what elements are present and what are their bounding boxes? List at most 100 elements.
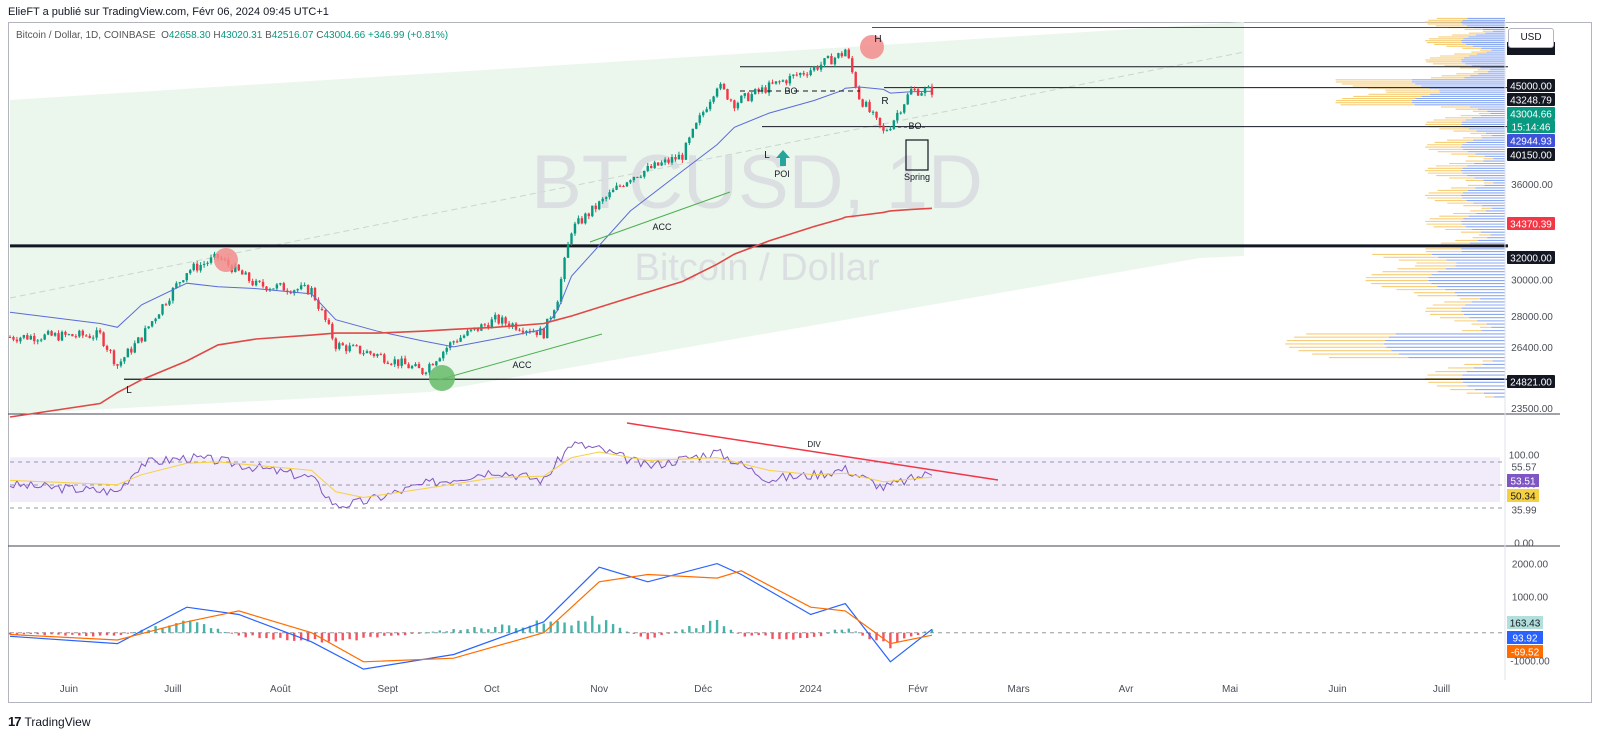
candle (102, 332, 105, 346)
candle (91, 337, 95, 339)
macd-histogram-bar (8, 632, 12, 635)
candle (206, 262, 209, 264)
candle (88, 335, 91, 339)
annotation-label: L (764, 150, 770, 161)
macd-histogram-bar (327, 632, 331, 642)
candle (81, 330, 84, 336)
annotation-label: BO (908, 121, 921, 131)
price-axis-tick: 30000.00 (1511, 276, 1553, 287)
macd-value-tag: 163.43 (1510, 619, 1541, 630)
candle (265, 286, 268, 291)
candle (466, 330, 469, 336)
macd-histogram-bar (667, 632, 670, 634)
candle (653, 162, 656, 169)
macd-histogram-bar (570, 625, 573, 633)
spring-box (905, 139, 929, 171)
macd-histogram-bar (223, 632, 227, 634)
rsi-line (9, 441, 933, 509)
candle (643, 170, 646, 177)
macd-histogram-bar (78, 632, 81, 636)
macd-histogram-bar (369, 632, 372, 637)
candle (372, 353, 376, 357)
candle (192, 263, 195, 271)
poi-arrow-icon (776, 150, 790, 166)
candle (674, 157, 677, 160)
macd-tag-bg (1507, 616, 1543, 629)
candle (442, 351, 445, 359)
macd-histogram-bar (230, 632, 234, 634)
price-tag-bg (1507, 120, 1555, 133)
candle (189, 270, 192, 274)
macd-histogram-bar (625, 631, 629, 633)
macd-histogram-bar (681, 629, 684, 633)
x-axis-label: Mars (1008, 684, 1030, 695)
candle (19, 337, 22, 342)
legend-change: +346.99 (+0.81%) (367, 30, 449, 41)
annotation-label: ACC (652, 222, 672, 232)
price-tag-bg (1507, 148, 1555, 161)
signal-line (9, 570, 933, 663)
candle (105, 345, 109, 350)
candle (601, 198, 604, 202)
candle (435, 361, 438, 366)
macd-histogram-bar (306, 632, 310, 642)
candle (885, 130, 889, 132)
candle (598, 201, 601, 210)
macd-histogram-bar (507, 625, 511, 633)
candle (771, 82, 774, 84)
candle (507, 323, 511, 328)
macd-histogram-bar (438, 630, 441, 633)
candle (67, 334, 71, 336)
macd-histogram-bar (868, 632, 871, 640)
candle (889, 128, 892, 131)
candle (358, 345, 362, 354)
candle (279, 283, 282, 285)
candle (740, 95, 743, 103)
candle (705, 109, 708, 113)
candle (64, 331, 67, 335)
macd-histogram-bar (189, 620, 192, 633)
macd-histogram-bar (320, 632, 324, 643)
candle (355, 345, 358, 347)
price-tag-ma_slow: 34370.39 (1510, 220, 1552, 231)
candle (386, 362, 389, 364)
candle (729, 99, 733, 101)
candle (241, 270, 244, 275)
macd-histogram-bar (299, 632, 303, 641)
candle (455, 341, 459, 343)
candle (407, 364, 410, 369)
candle (774, 81, 778, 84)
price-axis-tick: 36000.00 (1511, 180, 1553, 191)
macd-histogram-bar (660, 632, 663, 636)
candle (494, 314, 497, 320)
macd-histogram-bar (64, 632, 67, 636)
macd-histogram-bar (91, 632, 95, 637)
macd-histogram-bar (847, 628, 850, 633)
candle (116, 364, 119, 366)
candle (556, 301, 559, 311)
candle (864, 101, 868, 107)
macd-histogram-bar (556, 621, 559, 633)
legend-close-label: C (316, 30, 324, 41)
macd-histogram-bar (805, 632, 809, 639)
candle (247, 272, 251, 282)
macd-histogram-bar (528, 625, 532, 633)
candle (254, 280, 258, 286)
macd-histogram-bar (459, 630, 462, 633)
candle (688, 137, 691, 143)
price-tag-line: 45000.00 (1510, 82, 1552, 93)
candle (670, 157, 674, 163)
macd-histogram-bar (535, 620, 539, 633)
price-tag-countdown: 15:14:46 (1512, 123, 1551, 134)
macd-histogram-bar (403, 632, 407, 636)
price-tag-bg (1507, 79, 1555, 92)
legend-high-label: H (213, 30, 221, 41)
macd-histogram-bar (105, 632, 109, 636)
candle (12, 337, 15, 340)
currency-button[interactable]: USD (1508, 28, 1554, 48)
candle (410, 366, 414, 369)
macd-histogram-bar (43, 632, 46, 636)
candle (313, 287, 317, 301)
macd-histogram-bar (445, 631, 448, 633)
